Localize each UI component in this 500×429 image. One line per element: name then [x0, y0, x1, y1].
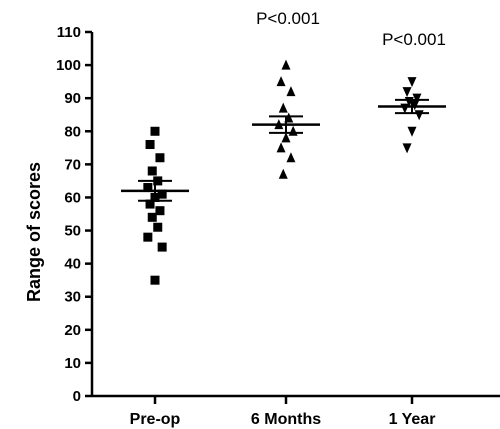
- y-axis: 0 10 20 30 40 50 60 70 80 90 100 110: [56, 24, 94, 405]
- y-tick-label: 100: [56, 57, 81, 74]
- x-axis: Pre-op 6 Months 1 Year: [92, 394, 500, 428]
- data-point: [145, 140, 155, 150]
- y-tick-label: 20: [64, 322, 81, 339]
- y-tick-label: 90: [64, 90, 81, 107]
- data-point: [157, 242, 167, 252]
- data-point: [145, 199, 155, 209]
- data-point: [143, 232, 153, 242]
- y-tick-label: 70: [64, 156, 81, 173]
- data-point: [147, 212, 157, 222]
- y-tick-label: 110: [57, 24, 81, 41]
- data-points: [143, 59, 424, 285]
- data-point: [153, 222, 163, 232]
- data-point: [288, 125, 298, 136]
- y-tick-label: 0: [73, 388, 81, 405]
- x-tick-label: 1 Year: [389, 411, 436, 428]
- y-tick-label: 30: [64, 289, 81, 306]
- data-point: [150, 126, 160, 136]
- annotations: P<0.001 P<0.001: [256, 9, 446, 49]
- y-tick-label: 80: [64, 123, 81, 140]
- data-point: [155, 206, 165, 216]
- y-tick-label: 10: [64, 355, 81, 372]
- data-point: [281, 59, 291, 70]
- data-point: [155, 153, 165, 163]
- data-point: [150, 275, 160, 285]
- data-point: [412, 93, 422, 104]
- x-tick-label: Pre-op: [130, 411, 181, 428]
- x-tick-label: 6 Months: [251, 411, 321, 428]
- data-point: [278, 168, 288, 179]
- data-point: [143, 183, 153, 193]
- p-value-annotation: P<0.001: [256, 9, 320, 28]
- data-point: [402, 87, 412, 98]
- data-point: [407, 126, 417, 137]
- data-point: [147, 166, 157, 176]
- y-tick-label: 40: [64, 256, 81, 273]
- y-axis-label: Range of scores: [24, 162, 44, 302]
- data-point: [278, 102, 288, 113]
- data-point: [286, 152, 296, 163]
- mean-sem-bars: [121, 98, 446, 202]
- y-tick-label: 50: [64, 223, 81, 240]
- y-tick-label: 60: [64, 189, 81, 206]
- data-point: [281, 132, 291, 143]
- p-value-annotation: P<0.001: [382, 30, 446, 49]
- data-point: [407, 77, 417, 88]
- data-point: [402, 143, 412, 154]
- data-point: [276, 142, 286, 153]
- data-point: [286, 86, 296, 97]
- data-point: [157, 189, 167, 199]
- data-point: [414, 110, 424, 121]
- data-point: [276, 76, 286, 87]
